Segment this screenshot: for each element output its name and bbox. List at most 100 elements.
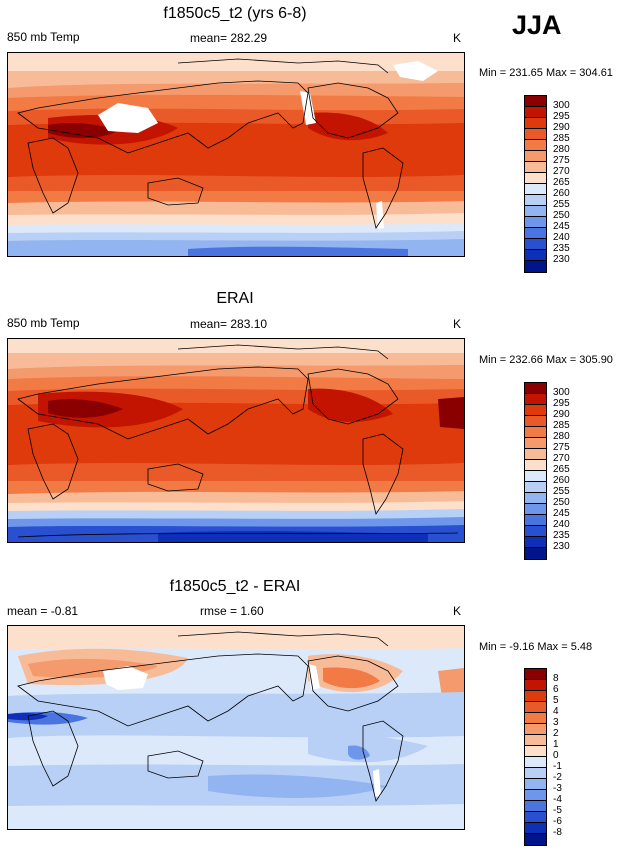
panel-3-colorbar-tick: -3	[553, 783, 562, 794]
panel-2-colorbar-tick: 300	[553, 387, 570, 398]
panel-1-colorbar-tick: 275	[553, 155, 570, 166]
panel-3-minmax: Min = -9.16 Max = 5.48	[479, 641, 593, 653]
panel-3-colorbar-tick: 5	[553, 695, 559, 706]
panel-2-colorbar-swatch	[525, 471, 546, 482]
panel-2-colorbar-swatch	[525, 449, 546, 460]
panel-3-colorbar-swatch	[525, 834, 546, 845]
panel-1-colorbar-swatch	[525, 206, 546, 217]
panel-1-colorbar-swatch	[525, 250, 546, 261]
panel-3-mean-label: mean = -0.81	[7, 604, 79, 618]
panel-3-colorbar-tick: 3	[553, 717, 559, 728]
panel-1-colorbar-swatch	[525, 261, 546, 272]
panel-2-colorbar-tick: 255	[553, 486, 570, 497]
panel-2-colorbar-tick: 240	[553, 519, 570, 530]
panel-3-colorbar-swatch	[525, 735, 546, 746]
panel-1-colorbar-tick: 230	[553, 254, 570, 265]
panel-3-colorbar-tick: -5	[553, 805, 562, 816]
panel-3-colorbar-swatch	[525, 812, 546, 823]
panel-2-colorbar-swatch	[525, 383, 546, 394]
panel-2-colorbar-tick: 295	[553, 398, 570, 409]
panel-2-colorbar-tick: 230	[553, 541, 570, 552]
panel-3-colorbar-swatch	[525, 823, 546, 834]
panel-1-colorbar-swatch	[525, 162, 546, 173]
panel-1-colorbar-swatch	[525, 217, 546, 228]
panel-2-colorbar-tick: 235	[553, 530, 570, 541]
panel-3-colorbar-swatch	[525, 713, 546, 724]
panel-2-colorbar-swatch	[525, 427, 546, 438]
panel-3-colorbar-tick: 1	[553, 739, 559, 750]
panel-2-colorbar-swatch	[525, 515, 546, 526]
panel-3-colorbar-tick: 2	[553, 728, 559, 739]
panel-3-colorbar-tick: 6	[553, 684, 559, 695]
panel-3-units-label: K	[453, 604, 462, 618]
panel-3-colorbar-swatch	[525, 768, 546, 779]
panel-1-colorbar-tick: 295	[553, 111, 570, 122]
panel-2-colorbar-tick: 280	[553, 431, 570, 442]
panel-1-colorbar-tick: 235	[553, 243, 570, 254]
panel-3-colorbar-swatch	[525, 702, 546, 713]
panel-3-colorbar-swatch	[525, 680, 546, 691]
panel-3-colorbar-swatch	[525, 801, 546, 812]
panel-3-colorbar-swatch	[525, 790, 546, 801]
panel-2-mean-label: mean= 283.10	[190, 317, 268, 331]
panel-2-units-label: K	[453, 317, 462, 331]
panel-2-map-svg	[8, 339, 464, 542]
panel-1-map	[7, 52, 465, 257]
panel-2-colorbar-tick: 245	[553, 508, 570, 519]
panel-3-map-svg	[8, 626, 464, 829]
panel-1-colorbar-swatch	[525, 140, 546, 151]
panel-1-colorbar-swatch	[525, 173, 546, 184]
panel-1-colorbar-tick: 260	[553, 188, 570, 199]
panel-1-colorbar-tick: 255	[553, 199, 570, 210]
panel-2-title: ERAI	[216, 290, 254, 307]
panel-3-colorbar-tick: 4	[553, 706, 559, 717]
panel-3-colorbar-tick: -6	[553, 816, 562, 827]
panel-2-map	[7, 338, 465, 543]
panel-3-title: f1850c5_t2 - ERAI	[169, 578, 301, 595]
panel-1-colorbar-swatch	[525, 118, 546, 129]
panel-2-colorbar-swatch	[525, 537, 546, 548]
panel-1-variable-label: 850 mb Temp	[7, 30, 80, 44]
panel-2-colorbar-tick: 285	[553, 420, 570, 431]
panel-1-mean-label: mean= 282.29	[190, 31, 268, 45]
panel-2-minmax: Min = 232.66 Max = 305.90	[479, 354, 613, 366]
panel-2-colorbar-tick: 290	[553, 409, 570, 420]
panel-1-units-label: K	[453, 31, 462, 45]
panel-2-colorbar-swatch	[525, 394, 546, 405]
panel-2-colorbar-swatch	[525, 482, 546, 493]
panel-1-colorbar-swatch	[525, 96, 546, 107]
panel-2-colorbar-swatch	[525, 438, 546, 449]
panel-2-colorbar-tick: 265	[553, 464, 570, 475]
panel-3-colorbar-tick: -8	[553, 827, 562, 838]
panel-3-colorbar-swatch	[525, 691, 546, 702]
season-label: JJA	[512, 10, 562, 40]
panel-2-variable-label: 850 mb Temp	[7, 316, 80, 330]
panel-2-colorbar	[524, 382, 547, 560]
panel-1-colorbar-tick: 240	[553, 232, 570, 243]
panel-2-colorbar-tick: 250	[553, 497, 570, 508]
panel-1-colorbar-swatch	[525, 228, 546, 239]
panel-3-colorbar-tick: 8	[553, 673, 559, 684]
panel-2-colorbar-swatch	[525, 548, 546, 559]
panel-2-colorbar-swatch	[525, 460, 546, 471]
panel-1-colorbar-swatch	[525, 195, 546, 206]
panel-3-colorbar-swatch	[525, 757, 546, 768]
panel-1-colorbar-tick: 245	[553, 221, 570, 232]
panel-2-colorbar-swatch	[525, 493, 546, 504]
panel-2-colorbar-tick: 260	[553, 475, 570, 486]
panel-1-colorbar-tick: 290	[553, 122, 570, 133]
panel-3-rmse-label: rmse = 1.60	[200, 604, 264, 618]
panel-2-colorbar-tick: 275	[553, 442, 570, 453]
panel-2-colorbar-swatch	[525, 416, 546, 427]
panel-1-map-svg	[8, 53, 464, 256]
panel-3-colorbar-tick: -2	[553, 772, 562, 783]
panel-1-colorbar-tick: 265	[553, 177, 570, 188]
panel-1-colorbar-swatch	[525, 107, 546, 118]
panel-2-colorbar-swatch	[525, 504, 546, 515]
panel-1-colorbar-swatch	[525, 239, 546, 250]
panel-3-colorbar-swatch	[525, 779, 546, 790]
panel-2-colorbar-swatch	[525, 405, 546, 416]
panel-3-colorbar-tick: 0	[553, 750, 559, 761]
panel-3-colorbar-tick: -1	[553, 761, 562, 772]
panel-1-colorbar	[524, 95, 547, 273]
